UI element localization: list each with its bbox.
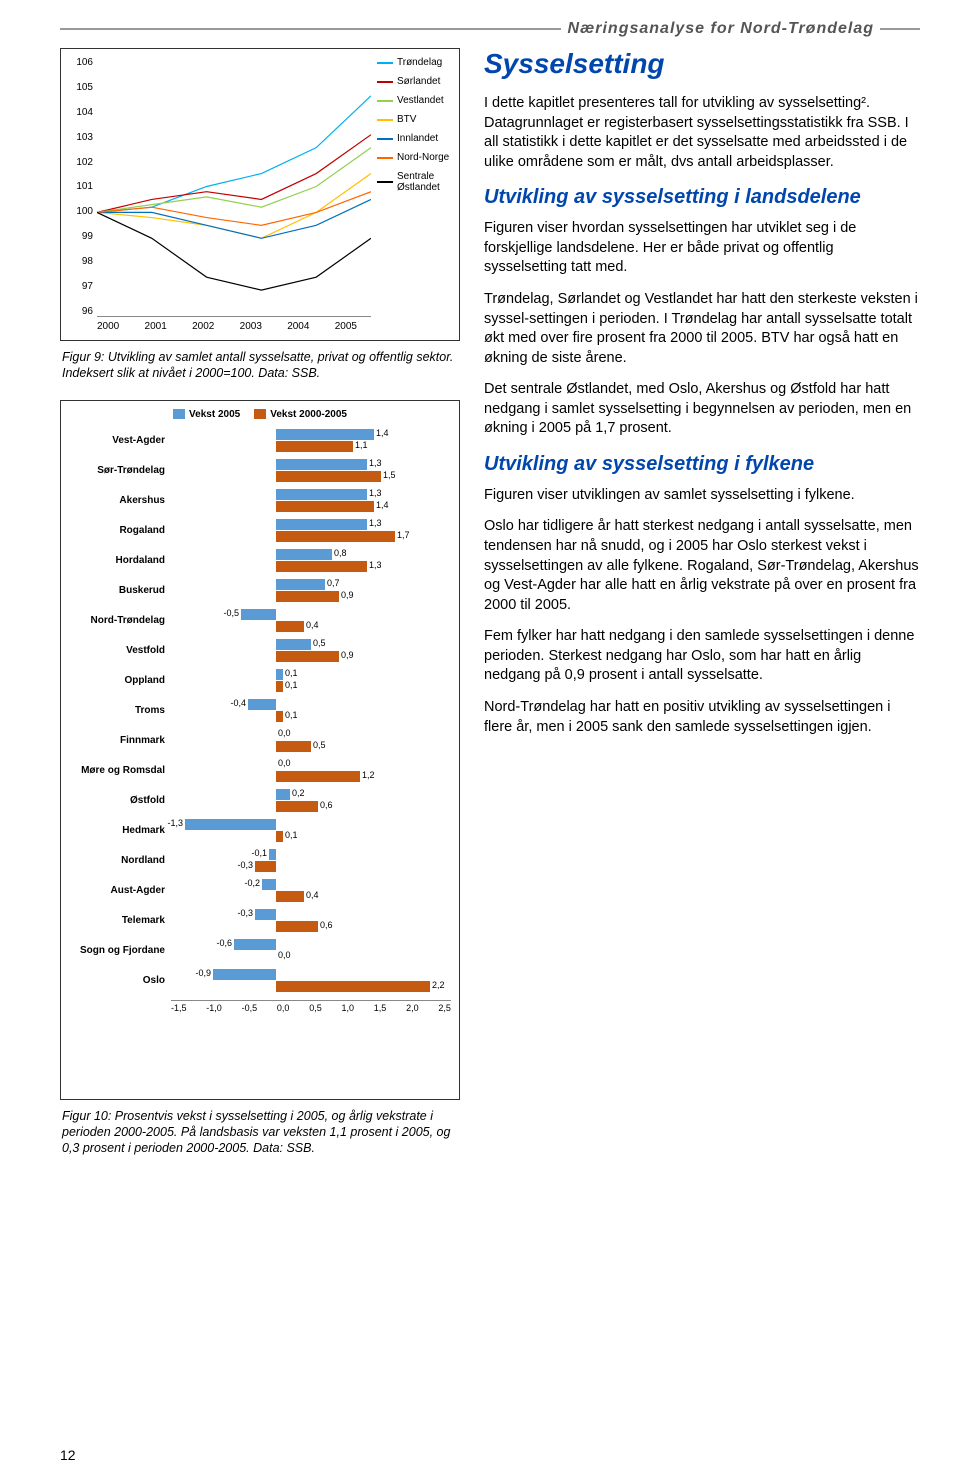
- subsection-2-title: Utvikling av sysselsetting i fylkene: [484, 453, 920, 476]
- bar-row: Vest-Agder1,41,1: [69, 426, 451, 456]
- bar-row: Møre og Romsdal0,01,2: [69, 756, 451, 786]
- bar-row: Finnmark0,00,5: [69, 726, 451, 756]
- sub1-p2: Trøndelag, Sørlandet og Vestlandet har h…: [484, 290, 920, 368]
- figure-10-caption: Figur 10: Prosentvis vekst i sysselsetti…: [62, 1108, 458, 1157]
- page-number: 12: [60, 1447, 76, 1463]
- figure-9-line-chart: 10610510410310210110099989796 TrøndelagS…: [60, 48, 460, 341]
- header-title: Næringsanalyse for Nord-Trøndelag: [561, 20, 880, 38]
- bar-row: Hordaland0,81,3: [69, 546, 451, 576]
- bar-row: Oslo-0,92,2: [69, 966, 451, 996]
- subsection-1-title: Utvikling av sysselsetting i landsdelene: [484, 186, 920, 209]
- intro-paragraph: I dette kapitlet presenteres tall for ut…: [484, 94, 920, 172]
- figure-10-bar-chart: Vekst 2005Vekst 2000-2005 Vest-Agder1,41…: [60, 400, 460, 1100]
- bar-row: Hedmark-1,30,1: [69, 816, 451, 846]
- bar-row: Sogn og Fjordane-0,60,0: [69, 936, 451, 966]
- figure-9-caption: Figur 9: Utvikling av samlet antall syss…: [62, 349, 458, 382]
- bar-row: Aust-Agder-0,20,4: [69, 876, 451, 906]
- bar-row: Akershus1,31,4: [69, 486, 451, 516]
- sub2-p1: Figuren viser utviklingen av samlet syss…: [484, 486, 920, 506]
- bar-row: Troms-0,40,1: [69, 696, 451, 726]
- sub2-p2: Oslo har tidligere år hatt sterkest nedg…: [484, 517, 920, 615]
- bar-row: Nord-Trøndelag-0,50,4: [69, 606, 451, 636]
- bar-row: Buskerud0,70,9: [69, 576, 451, 606]
- page-header: Næringsanalyse for Nord-Trøndelag: [60, 20, 920, 38]
- bar-row: Oppland0,10,1: [69, 666, 451, 696]
- bar-row: Østfold0,20,6: [69, 786, 451, 816]
- sub1-p3: Det sentrale Østlandet, med Oslo, Akersh…: [484, 380, 920, 439]
- section-title: Sysselsetting: [484, 48, 920, 80]
- bar-row: Nordland-0,1-0,3: [69, 846, 451, 876]
- bar-row: Vestfold0,50,9: [69, 636, 451, 666]
- sub1-p1: Figuren viser hvordan sysselsettingen ha…: [484, 219, 920, 278]
- sub2-p3: Fem fylker har hatt nedgang i den samled…: [484, 627, 920, 686]
- sub2-p4: Nord-Trøndelag har hatt en positiv utvik…: [484, 698, 920, 737]
- bar-row: Sør-Trøndelag1,31,5: [69, 456, 451, 486]
- bar-row: Telemark-0,30,6: [69, 906, 451, 936]
- bar-row: Rogaland1,31,7: [69, 516, 451, 546]
